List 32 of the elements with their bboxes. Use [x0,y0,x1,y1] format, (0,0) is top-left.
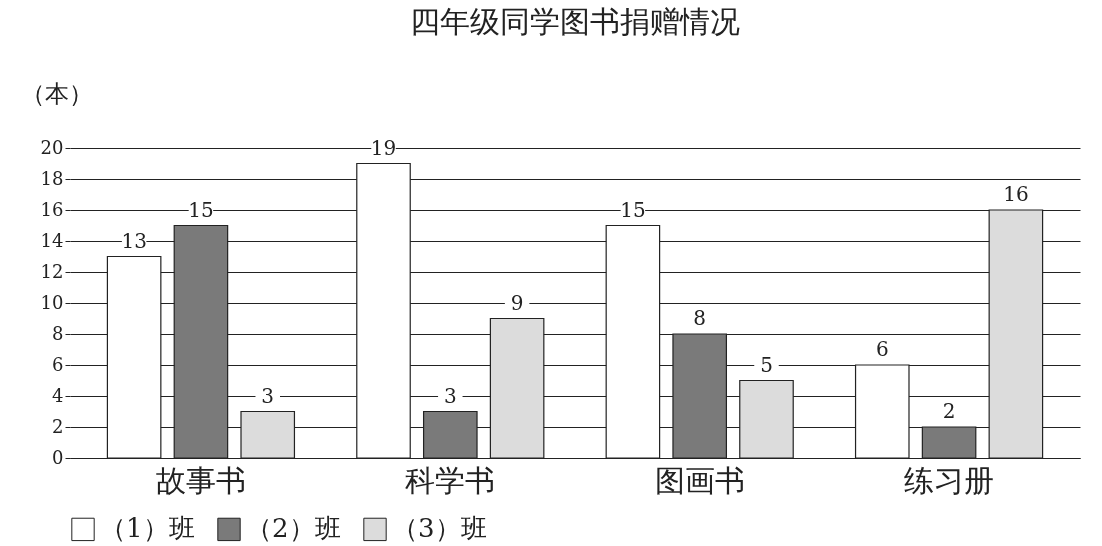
y-tick-label: 12 [40,260,64,282]
x-tick-label: 故事书 [155,462,246,498]
data-label: 8 [693,306,707,330]
data-label: 2 [942,399,956,423]
data-label: 16 [1003,182,1029,206]
data-label: 15 [188,197,214,222]
y-tick-label: 6 [52,353,64,375]
y-tick-label: 2 [52,415,64,437]
y-tick-label: 8 [52,322,64,344]
data-label: 9 [510,290,524,315]
data-label: 19 [370,135,397,160]
legend-label: （2）班 [246,513,341,544]
y-axis-title: （本） [20,79,93,108]
data-label: 15 [620,197,646,222]
data-label: 6 [875,337,889,361]
data-label: 3 [443,383,457,408]
legend-label: （1）班 [100,513,195,544]
data-label: 5 [760,352,773,377]
y-tick-label: 16 [40,198,64,220]
y-tick-label: 14 [40,229,64,251]
y-tick-label: 0 [52,446,64,468]
x-tick-label: 图画书 [654,462,745,498]
x-tick-label: 科学书 [405,462,496,498]
y-tick-label: 4 [52,384,64,406]
chart-title: 四年级同学图书捐赠情况 [410,4,740,39]
data-label: 3 [261,383,275,408]
y-tick-label: 10 [40,291,64,313]
data-label: 13 [121,228,147,253]
y-tick-label: 18 [40,167,64,189]
legend-label: （3）班 [392,513,487,544]
y-tick-label: 20 [40,136,64,158]
x-tick-label: 练习册 [904,462,995,498]
